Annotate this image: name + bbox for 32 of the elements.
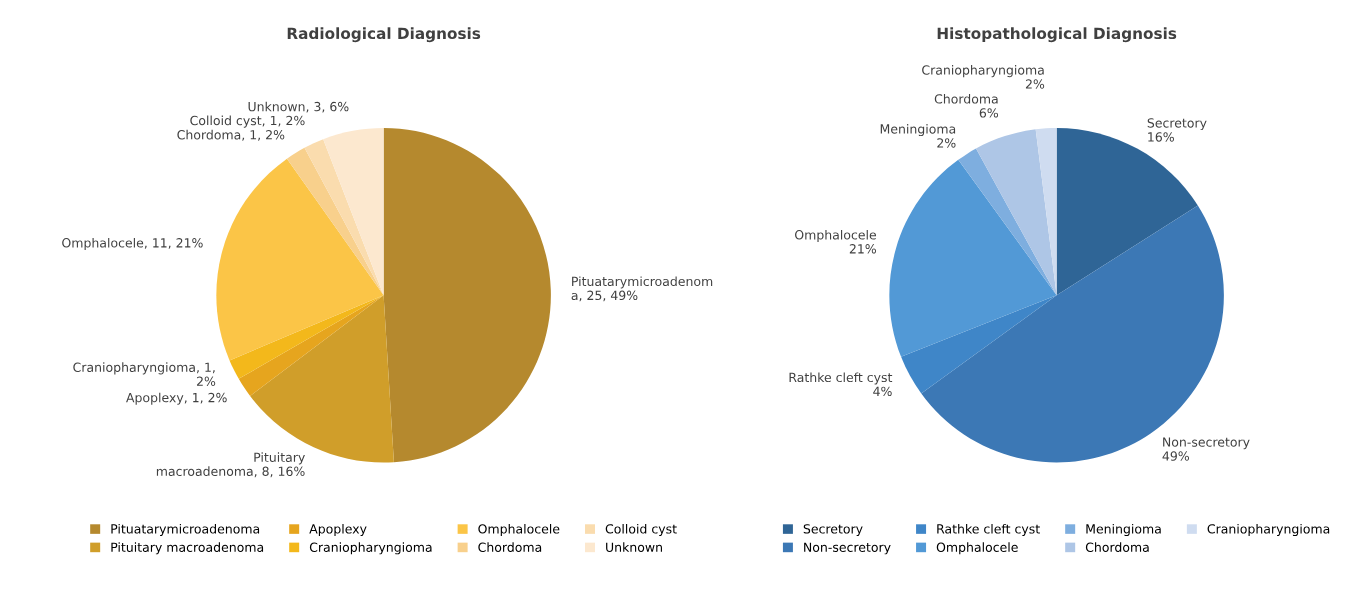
data-label: Meningioma 2% (880, 123, 956, 148)
legend-label: Non-secretory (804, 542, 891, 555)
legend-label: Secretory (803, 524, 863, 537)
data-label: Craniopharyngioma 2% (922, 65, 1045, 89)
legend-label: Apoplexy (309, 523, 367, 537)
data-label: Chordoma 6% (934, 93, 999, 118)
data-label: Non-secretory 49% (1162, 437, 1250, 461)
legend-label: Colloid cyst (605, 523, 677, 537)
legend-label: Rathke cleft cyst (937, 523, 1040, 537)
data-label: Secretory 16% (1147, 118, 1207, 142)
legend-label: Pituitary macroadenoma (111, 542, 264, 555)
data-label: Unknown, 3, 6% (248, 101, 349, 113)
data-label: Apoplexy, 1, 2% (126, 392, 227, 405)
chart-title: Radiological Diagnosis (287, 27, 481, 43)
legend-label: Omphalocele (478, 523, 560, 537)
legend-label: Pituatarymicroadenoma (111, 523, 260, 537)
data-label: Colloid cyst, 1, 2% (190, 115, 305, 128)
data-label: Omphalocele 21% (795, 229, 877, 254)
data-label: Rathke cleft cyst 4% (789, 372, 893, 397)
legend-label: Chordoma (478, 542, 542, 552)
legend-label: Omphalocele (936, 542, 1018, 555)
data-label: Omphalocele, 11, 21% (62, 237, 203, 250)
chart-title: Histopathological Diagnosis (937, 27, 1177, 43)
data-label: Pituatarymicroadenom a, 25, 49% (571, 276, 713, 302)
legend-label: Chordoma (1085, 542, 1149, 552)
legend-label: Craniopharyngioma (309, 542, 432, 555)
data-label: Craniopharyngioma, 1, 2% (73, 362, 216, 386)
data-label: Pituitary macroadenoma, 8, 16% (156, 452, 305, 478)
data-label: Chordoma, 1, 2% (177, 129, 285, 141)
legend-label: Meningioma (1086, 523, 1161, 537)
legend-label: Craniopharyngioma (1207, 523, 1330, 537)
legend-label: Unknown (606, 542, 662, 552)
